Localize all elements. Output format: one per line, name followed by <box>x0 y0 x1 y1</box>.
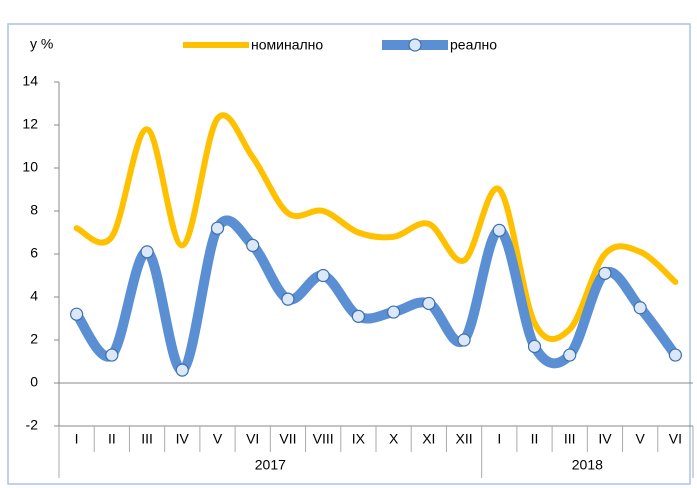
marker <box>633 301 647 315</box>
marker <box>140 245 154 259</box>
y-tick-label: 4 <box>30 288 38 304</box>
marker <box>422 296 436 311</box>
marker <box>527 339 542 354</box>
x-tick-label: III <box>141 431 153 447</box>
x-tick-label: I <box>497 431 501 447</box>
legend-label: реално <box>450 37 497 53</box>
y-tick-label: 10 <box>22 159 38 175</box>
group-label: 2017 <box>255 457 286 473</box>
marker <box>281 292 295 306</box>
x-tick-label: VIII <box>313 431 334 447</box>
marker <box>492 223 506 237</box>
x-tick-label: VII <box>279 431 296 447</box>
x-tick-label: IX <box>352 431 366 447</box>
x-tick-label: XI <box>422 431 435 447</box>
x-tick-label: XII <box>455 431 472 447</box>
marker <box>457 333 471 347</box>
marker <box>351 309 365 323</box>
x-tick-label: II <box>531 431 539 447</box>
marker <box>210 221 225 235</box>
x-tick-label: III <box>564 431 576 447</box>
marker <box>316 268 330 283</box>
y-tick-label: 14 <box>22 73 38 89</box>
marker <box>598 266 612 280</box>
x-tick-label: V <box>213 431 223 447</box>
y-axis-label: у % <box>30 36 53 52</box>
legend-label: номинално <box>251 37 323 53</box>
marker <box>387 305 401 319</box>
x-tick-label: X <box>389 431 399 447</box>
x-tick-label: VI <box>669 431 682 447</box>
marker <box>668 348 682 362</box>
x-tick-label: I <box>75 431 79 447</box>
y-tick-label: 0 <box>30 374 38 390</box>
y-tick-label: 12 <box>22 116 38 132</box>
group-label: 2018 <box>572 457 603 473</box>
legend-marker <box>408 38 422 52</box>
marker <box>175 363 189 377</box>
x-tick-label: V <box>635 431 645 447</box>
x-tick-label: VI <box>246 431 259 447</box>
y-tick-label: -2 <box>26 417 39 433</box>
marker <box>246 238 260 252</box>
marker <box>70 307 84 321</box>
marker <box>563 348 577 362</box>
x-tick-label: II <box>108 431 116 447</box>
y-tick-label: 2 <box>30 331 38 347</box>
marker <box>105 348 119 362</box>
x-tick-label: IV <box>176 431 190 447</box>
y-tick-label: 8 <box>30 202 38 218</box>
x-tick-label: IV <box>598 431 612 447</box>
series-line <box>73 112 679 343</box>
y-tick-label: 6 <box>30 245 38 261</box>
chart-frame <box>7 23 691 485</box>
